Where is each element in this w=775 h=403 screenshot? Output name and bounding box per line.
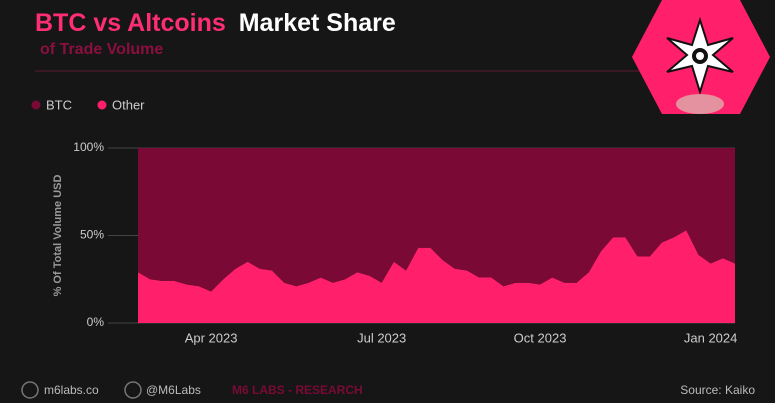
plot-area: 0%50%100%% Of Total Volume USD53%Apr 202… xyxy=(52,140,737,345)
footer-source: Source: Kaiko xyxy=(680,383,755,397)
title-main: Market Share xyxy=(239,9,396,37)
area-other xyxy=(138,230,735,323)
y-tick-label: 0% xyxy=(87,315,105,329)
footer-icon xyxy=(124,381,142,399)
area-btc xyxy=(138,148,735,292)
chart-subtitle: of Trade Volume xyxy=(40,41,163,58)
footer-site: m6labs.co xyxy=(44,383,99,397)
footer-brand: M6 LABS - RESEARCH xyxy=(232,383,363,397)
footer: m6labs.co @M6Labs M6 LABS - RESEARCH Sou… xyxy=(21,381,755,399)
chart-title: BTC vs Altcoins Market Share xyxy=(35,9,396,37)
legend-label: Other xyxy=(112,97,145,112)
title-highlight: BTC vs Altcoins xyxy=(35,9,226,37)
legend-swatch xyxy=(97,100,107,110)
x-tick-label: Jan 2024 xyxy=(684,330,738,345)
y-tick-label: 50% xyxy=(80,228,104,242)
footer-icon xyxy=(21,381,39,399)
x-tick-label: Oct 2023 xyxy=(514,330,567,345)
legend: BTC Other xyxy=(31,97,145,112)
y-tick-label: 100% xyxy=(73,140,104,154)
y-axis-label: % Of Total Volume USD xyxy=(52,175,64,297)
x-tick-label: Apr 2023 xyxy=(185,330,238,345)
logo xyxy=(632,0,770,114)
legend-swatch xyxy=(31,100,41,110)
legend-label: BTC xyxy=(46,97,72,112)
x-tick-label: Jul 2023 xyxy=(357,330,406,345)
footer-handle: @M6Labs xyxy=(146,383,201,397)
